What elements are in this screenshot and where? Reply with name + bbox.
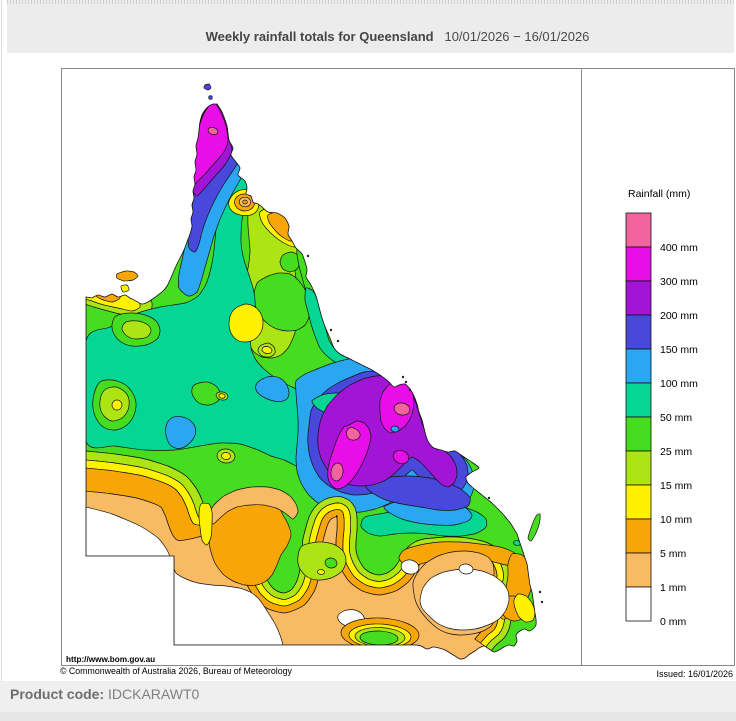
- svg-text:50 mm: 50 mm: [660, 412, 692, 424]
- svg-text:300 mm: 300 mm: [660, 276, 698, 288]
- svg-text:150 mm: 150 mm: [660, 344, 698, 356]
- svg-text:http://www.bom.gov.au: http://www.bom.gov.au: [66, 655, 155, 664]
- svg-text:Rainfall (mm): Rainfall (mm): [628, 188, 690, 200]
- svg-text:200 mm: 200 mm: [660, 310, 698, 322]
- svg-text:1 mm: 1 mm: [660, 582, 687, 594]
- svg-text:10 mm: 10 mm: [660, 514, 692, 526]
- svg-text:15 mm: 15 mm: [660, 480, 692, 492]
- svg-text:400 mm: 400 mm: [660, 242, 698, 254]
- svg-text:5 mm: 5 mm: [660, 548, 687, 560]
- svg-text:0 mm: 0 mm: [660, 616, 687, 628]
- svg-text:100 mm: 100 mm: [660, 378, 698, 390]
- svg-text:25 mm: 25 mm: [660, 446, 692, 458]
